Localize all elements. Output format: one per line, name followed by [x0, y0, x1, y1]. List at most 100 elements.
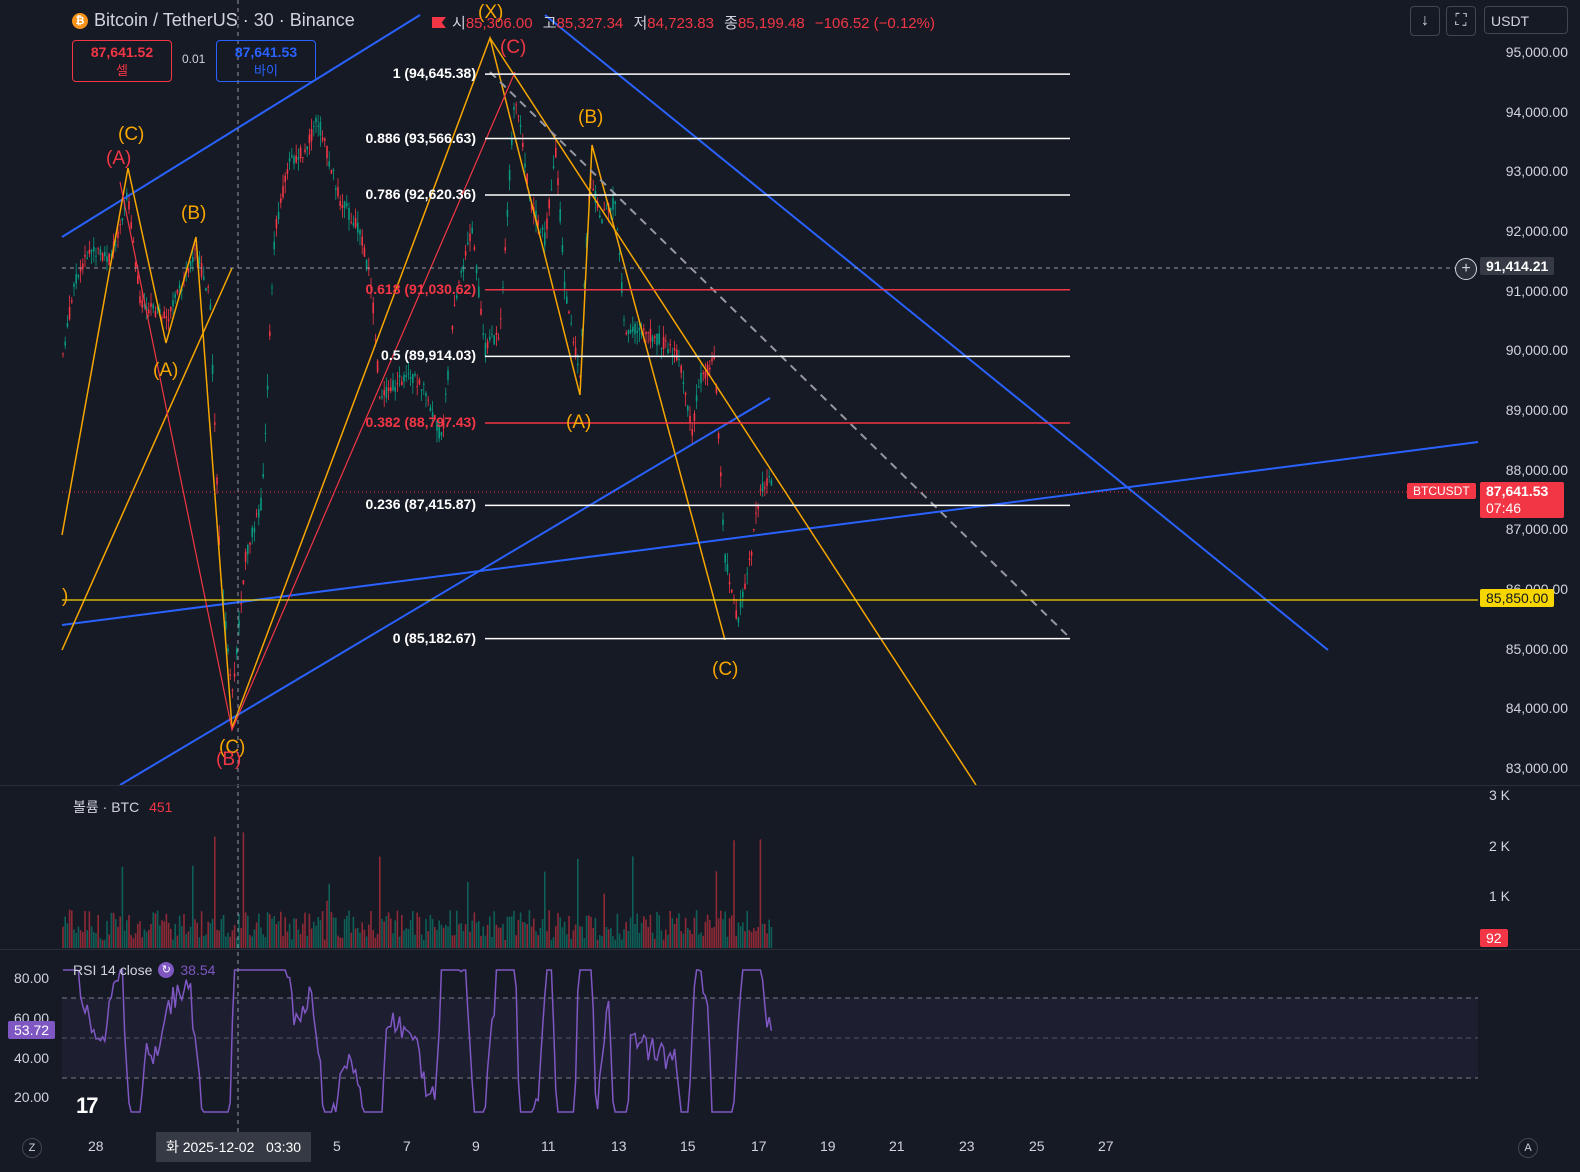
pane-divider[interactable]	[0, 949, 1580, 950]
refresh-icon[interactable]: ↻	[158, 962, 175, 978]
rsi-legend[interactable]: RSI 14 close ↻ 38.54	[73, 962, 215, 978]
volume-bar	[288, 923, 291, 948]
candle-body	[231, 689, 234, 691]
candle-body	[420, 389, 423, 391]
zoom-corner-right[interactable]: A	[1518, 1138, 1538, 1158]
add-alert-icon[interactable]: +	[1455, 258, 1477, 280]
candle-body	[368, 267, 370, 270]
volume-bar	[242, 832, 245, 948]
zoom-corner-left[interactable]: Z	[22, 1138, 42, 1158]
volume-bar	[625, 921, 627, 948]
volume-bar	[297, 929, 300, 948]
volume-bars	[62, 832, 773, 948]
volume-bar	[574, 924, 577, 948]
candle-body	[623, 319, 625, 321]
volume-legend[interactable]: 볼륨 · BTC 451	[73, 797, 172, 817]
candle-body	[376, 360, 379, 373]
volume-bar	[229, 936, 231, 948]
download-icon[interactable]: ↓	[1410, 6, 1440, 36]
buy-button[interactable]: 87,641.53 바이	[216, 40, 316, 82]
candle-body	[326, 146, 328, 159]
volume-bar	[695, 910, 698, 948]
volume-bar	[700, 932, 702, 948]
candle-body	[93, 246, 95, 252]
volume-bar	[152, 912, 154, 948]
candle-body	[354, 217, 357, 228]
fib-retracement[interactable]	[485, 73, 1070, 640]
fib-level-label: 0.886 (93,566.63)	[365, 129, 476, 146]
candle-body	[768, 475, 770, 477]
volume-bar	[618, 933, 621, 948]
candle-body	[282, 186, 284, 198]
candle-body	[453, 304, 456, 306]
volume-bar	[172, 939, 174, 948]
volume-bar	[733, 840, 735, 948]
candle-body	[339, 200, 341, 206]
flag-icon[interactable]	[432, 17, 446, 28]
volume-bar	[761, 923, 764, 948]
candle-body	[680, 365, 682, 373]
volume-bar	[154, 913, 157, 948]
symbol-header[interactable]: ₿ Bitcoin / TetherUS · 30 · Binance	[72, 10, 355, 31]
candle-body	[605, 208, 608, 210]
candle-body	[101, 253, 104, 261]
volume-bar	[145, 931, 148, 948]
orange-trendline	[61, 267, 233, 651]
candle-body	[471, 227, 473, 234]
fib-level-label: 0.382 (88,797.43)	[365, 413, 476, 430]
candle-body	[352, 223, 355, 226]
volume-bar	[519, 912, 522, 948]
volume-bar	[656, 911, 658, 948]
candle-body	[396, 383, 399, 385]
volume-bar	[86, 930, 88, 948]
volume-bar	[112, 912, 115, 948]
volume-bar	[524, 922, 526, 948]
volume-bar	[139, 921, 141, 948]
volume-bar	[566, 934, 568, 948]
tradingview-logo-icon[interactable]: 17	[76, 1093, 99, 1118]
volume-bar	[561, 927, 564, 948]
volume-bar	[148, 929, 150, 948]
candle-body	[557, 178, 559, 186]
volume-bar	[150, 924, 152, 948]
candle-body	[559, 209, 561, 222]
candle-body	[82, 263, 84, 270]
candle-body	[480, 308, 482, 315]
volume-bar	[185, 933, 187, 948]
volume-bar	[203, 935, 205, 948]
price-axis-label: 89,000.00	[1505, 401, 1568, 418]
volume-bar	[744, 931, 746, 948]
volume-bar	[68, 909, 71, 948]
candle-body	[324, 138, 326, 141]
candle-body	[172, 300, 174, 307]
volume-bar	[282, 936, 284, 948]
candle-body	[539, 231, 542, 233]
candle-body	[108, 253, 110, 265]
candle-body	[544, 232, 546, 246]
candle-body	[550, 189, 553, 191]
fib-level-label: 0.5 (89,914.03)	[381, 347, 476, 364]
volume-bar	[376, 933, 379, 948]
candle-body	[385, 386, 388, 398]
candle-body	[764, 487, 766, 489]
volume-bar	[755, 930, 757, 948]
volume-bar	[99, 938, 102, 948]
volume-bar	[684, 917, 687, 948]
volume-bar	[687, 928, 689, 948]
volume-bar	[711, 928, 713, 948]
volume-bar	[332, 917, 335, 948]
rsi-tag: 53.72	[8, 1021, 56, 1039]
currency-select[interactable]: USDT	[1484, 6, 1568, 34]
volume-bar	[194, 919, 196, 948]
fullscreen-icon[interactable]: ⛶	[1446, 6, 1476, 36]
candle-body	[669, 344, 671, 346]
volume-bar	[467, 881, 469, 948]
sell-button[interactable]: 87,641.52 셀	[72, 40, 172, 82]
candle-body	[306, 146, 308, 150]
pane-divider[interactable]	[0, 785, 1580, 786]
time-axis-label: 21	[889, 1138, 905, 1154]
volume-bar	[117, 926, 119, 948]
candle-body	[240, 601, 242, 605]
candle-body	[238, 620, 240, 627]
